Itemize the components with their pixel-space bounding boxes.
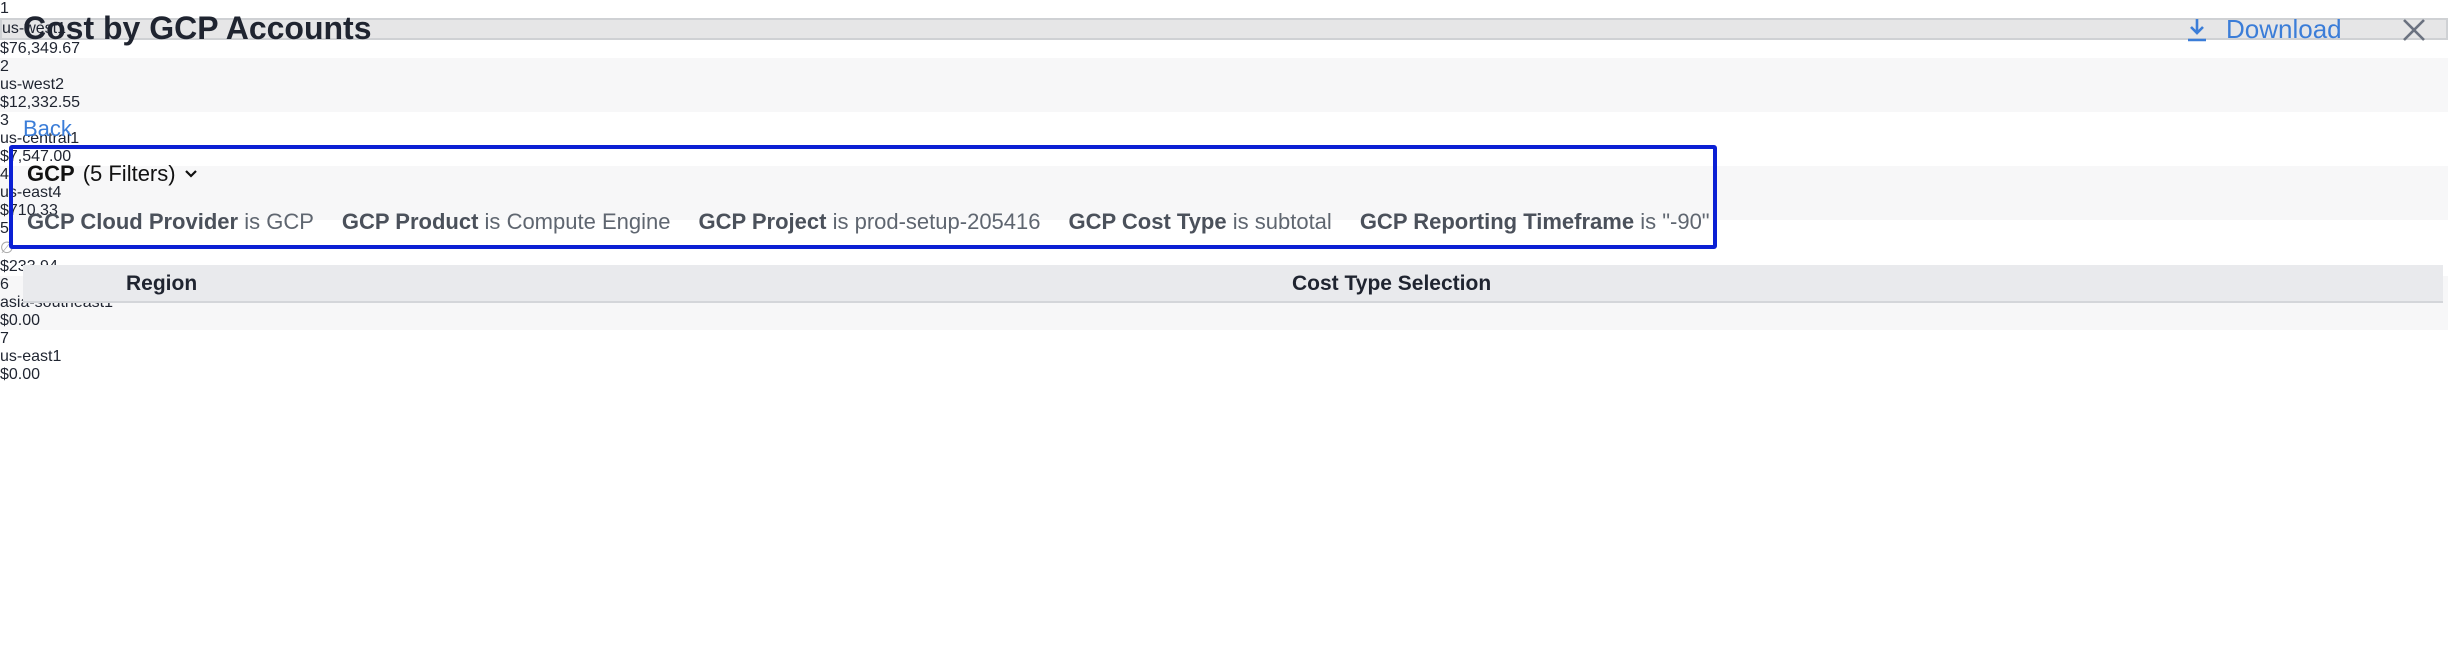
cost-label: $0.00 [0,312,2448,330]
close-button[interactable] [2400,16,2428,44]
filter-value: prod-setup-205416 [855,209,1041,234]
download-icon [2186,17,2208,43]
filter-value: Compute Engine [507,209,671,234]
filter-item[interactable]: GCP Project is prod-setup-205416 [698,209,1040,235]
filter-field: GCP Product [342,209,479,234]
filter-value: GCP [266,209,314,234]
column-header: Region [126,272,197,296]
cost-label: $0.00 [0,366,2448,384]
filter-item[interactable]: GCP Cost Type is subtotal [1069,209,1332,235]
download-button[interactable]: Download [2186,14,2342,45]
filter-count: (5 Filters) [83,161,176,187]
filter-item[interactable]: GCP Product is Compute Engine [342,209,671,235]
table-header: Region Cost Type Selection [23,265,2443,303]
filter-operator: is [1233,209,1249,234]
row-number: 3 [0,112,2448,130]
filter-field: GCP Cost Type [1069,209,1227,234]
page-title: Cost by GCP Accounts [23,10,372,47]
filter-item[interactable]: GCP Reporting Timeframe is "-90" [1360,209,1710,235]
filter-field: GCP Cloud Provider [27,209,238,234]
filter-value: "-90" [1662,209,1709,234]
table-row: 7us-east1$0.00 [0,330,2448,384]
chevron [184,169,198,179]
region-cell: us-west2 [0,76,2448,94]
filter-field: GCP Reporting Timeframe [1360,209,1634,234]
filter-value: subtotal [1255,209,1332,234]
filter-operator: is [1640,209,1656,234]
row-number: 7 [0,330,2448,348]
filter-toggle[interactable]: GCP (5 Filters) [27,161,198,187]
filter-item[interactable]: GCP Cloud Provider is GCP [27,209,314,235]
filter-title: GCP [27,161,75,187]
table-row: 2us-west2$12,332.55 [0,58,2448,112]
filter-field: GCP Project [698,209,826,234]
filter-operator: is [485,209,501,234]
back-link[interactable]: Back [23,116,72,142]
filter-operator: is [244,209,260,234]
row-number: 2 [0,58,2448,76]
column-header: Cost Type Selection [1292,272,1491,296]
filter-box: GCP (5 Filters) GCP Cloud Provider is GC… [9,145,1717,249]
filter-list: GCP Cloud Provider is GCP GCP Product is … [27,209,1710,235]
cost-label: $12,332.55 [0,94,2448,112]
filter-operator: is [833,209,849,234]
download-label: Download [2226,14,2342,45]
region-cell: us-east1 [0,348,2448,366]
